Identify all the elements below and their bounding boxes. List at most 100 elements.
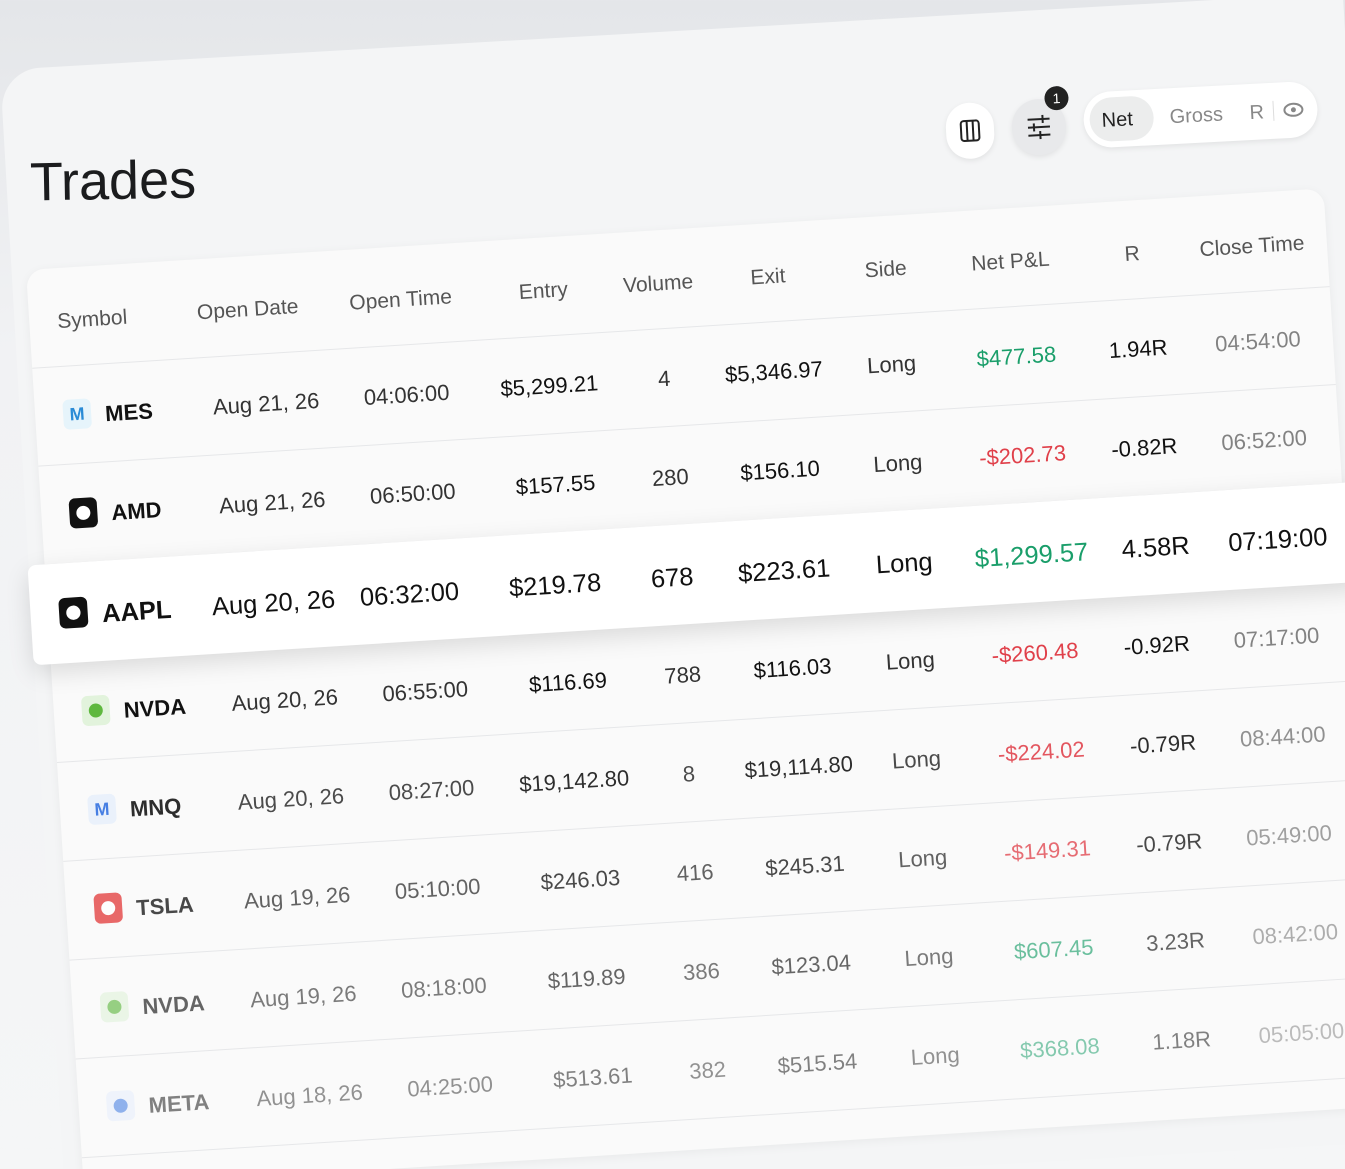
trade-row[interactable]: AAPL Aug 20, 26 06:32:00 $219.78 678 $223.61 L… [27,481,1345,666]
open-time: 06:55:00 [381,676,469,707]
entry: $19,142.80 [518,765,630,798]
exit: $515.54 [776,1048,858,1079]
open-date: Aug 20, 26 [211,585,337,622]
logo [107,999,122,1014]
toolbar: 1 Net Gross R [944,70,1328,170]
volume: 8 [682,761,696,787]
entry: $5,299.21 [499,370,599,402]
symbol-icon [99,991,130,1023]
symbol: MNQ [129,793,183,822]
trade-row[interactable]: NVDA Aug 19, 26 08:18:00 $119.89 386 $123.04 L… [69,879,1345,1060]
column-header: Side [863,256,908,283]
exit: $156.10 [739,455,821,486]
r: -0.82R [1110,433,1179,463]
net-pnl: $368.08 [1019,1033,1101,1064]
net-pnl: -$224.02 [997,736,1086,767]
open-date: Aug 18, 26 [255,1079,364,1112]
symbol-icon: M [87,793,117,826]
toggle-r[interactable]: R [1248,101,1265,125]
entry: $513.61 [552,1062,634,1093]
exit: $116.03 [752,653,833,684]
column-header: Open Time [348,285,453,315]
open-time: 04:06:00 [363,379,451,411]
open-date: Aug 21, 26 [212,387,320,420]
toggle-net[interactable]: Net [1101,108,1134,132]
trade-row[interactable]: TSLA Aug 19, 26 05:10:00 $246.03 416 $245.31 L… [63,780,1345,961]
r: 4.58R [1120,531,1191,565]
symbol-icon [58,596,89,629]
symbol-icon [68,497,99,529]
symbol-icon [80,694,111,727]
volume: 678 [650,562,695,594]
symbol: TSLA [135,891,195,921]
exit: $19,114.80 [743,751,854,783]
filter-button[interactable] [1010,97,1068,157]
symbol: NVDA [123,693,187,723]
logo [76,505,91,520]
column-header: Entry [518,278,569,305]
trade-row[interactable]: AMD Aug 21, 26 06:50:00 $157.55 280 $156.10 Lo… [38,384,1343,566]
exit: $5,346.97 [724,356,824,388]
entry: $219.78 [508,568,602,603]
open-date: Aug 20, 26 [230,684,339,716]
column-header: R [1123,242,1141,266]
exit: $123.04 [770,949,852,980]
r: 1.94R [1108,334,1169,364]
entry: $116.69 [528,667,608,698]
net-pnl: $477.58 [975,341,1057,372]
symbol: MES [104,398,154,427]
volume: 280 [651,463,690,492]
filter-icon [1027,114,1051,140]
column-header: Exit [749,264,787,290]
symbol: AAPL [101,595,173,629]
close-time: 04:54:00 [1214,326,1302,357]
side: Long [872,449,924,478]
r: -0.79R [1135,828,1203,858]
column-header: Close Time [1198,231,1306,262]
open-time: 06:50:00 [369,478,457,509]
volume: 4 [657,365,671,392]
close-time: 08:42:00 [1251,918,1339,950]
column-header: Open Date [196,294,300,325]
close-time: 07:19:00 [1227,522,1329,558]
symbol-icon: M [62,398,93,430]
pnl-toggle: Net Gross R [1082,80,1319,149]
column-header: Net P&L [970,247,1051,276]
net-pnl: $1,299.57 [974,537,1090,574]
open-date: Aug 20, 26 [237,783,345,815]
trade-row[interactable]: META Aug 18, 26 04:25:00 $513.61 382 $515.54 L… [75,977,1345,1159]
symbol-icon [93,892,124,924]
open-time: 06:32:00 [359,577,460,612]
visibility-icon[interactable] [1269,95,1310,125]
logo [113,1098,128,1113]
columns-button[interactable] [944,101,996,160]
open-date: Aug 21, 26 [218,486,327,519]
volume: 788 [663,661,702,689]
entry: $246.03 [539,864,621,895]
open-time: 05:10:00 [394,873,482,905]
toggle-gross[interactable]: Gross [1169,103,1224,129]
side: Long [903,943,955,972]
page-title: Trades [29,149,197,213]
symbol: META [147,1089,211,1118]
open-time: 04:25:00 [406,1071,494,1102]
volume: 386 [682,957,721,986]
exit: $245.31 [764,850,846,881]
symbol: NVDA [141,990,206,1020]
side: Long [875,547,934,580]
trades-table: Symbol Open Date Open Time Entry Volume Exit S… [26,188,1345,1169]
volume: 416 [676,859,715,887]
net-pnl: -$260.48 [990,637,1080,669]
open-time: 08:27:00 [387,774,475,806]
close-time: 05:05:00 [1257,1017,1345,1049]
symbol: AMD [110,496,163,526]
open-time: 08:18:00 [400,972,488,1003]
trade-row[interactable]: NVDA Aug 20, 26 06:55:00 $116.69 788 $116.03 L… [50,582,1345,764]
open-date: Aug 19, 26 [243,881,352,914]
column-header: Volume [622,270,694,298]
r: 1.18R [1151,1026,1212,1055]
side: Long [897,844,948,873]
close-time: 05:49:00 [1245,820,1333,851]
logo [101,901,116,916]
